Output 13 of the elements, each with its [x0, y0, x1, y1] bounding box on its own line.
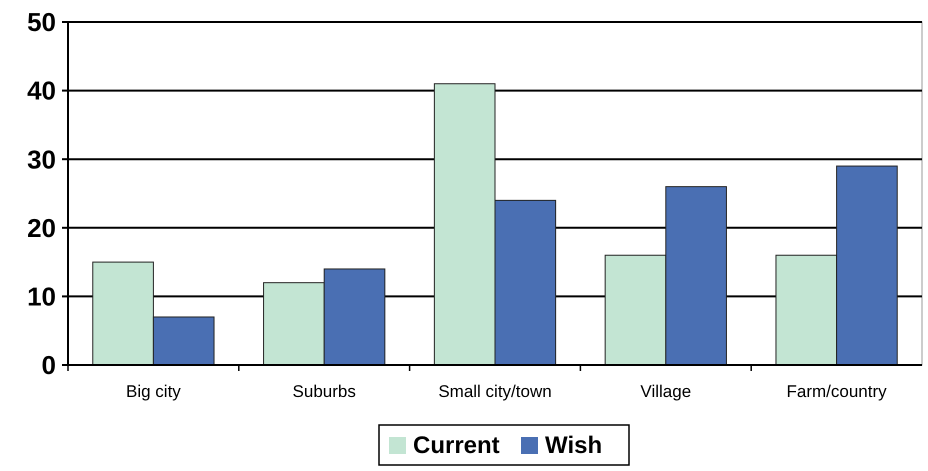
- legend-label: Current: [413, 432, 500, 459]
- x-tick-label: Suburbs: [292, 382, 356, 401]
- y-tick-label: 50: [27, 7, 56, 38]
- y-tick-label: 40: [27, 76, 56, 106]
- legend-label: Wish: [545, 432, 602, 459]
- y-tick-label: 10: [27, 282, 56, 312]
- x-tick-label: Farm/country: [786, 382, 888, 401]
- y-tick-label: 30: [27, 144, 56, 174]
- x-tick-label: Village: [640, 382, 692, 401]
- x-tick-label: Small city/town: [438, 382, 552, 401]
- y-tick-label: 20: [27, 212, 56, 243]
- y-tick-label: 0: [42, 350, 56, 380]
- x-tick-label: Big city: [126, 382, 182, 401]
